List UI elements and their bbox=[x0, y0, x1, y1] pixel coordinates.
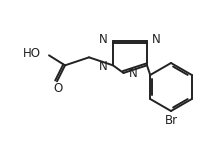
Text: Br: Br bbox=[164, 113, 177, 127]
Text: O: O bbox=[53, 82, 63, 95]
Text: HO: HO bbox=[23, 47, 41, 60]
Text: N: N bbox=[99, 33, 108, 46]
Text: N: N bbox=[129, 67, 137, 81]
Text: N: N bbox=[152, 33, 161, 46]
Text: N: N bbox=[99, 60, 108, 73]
